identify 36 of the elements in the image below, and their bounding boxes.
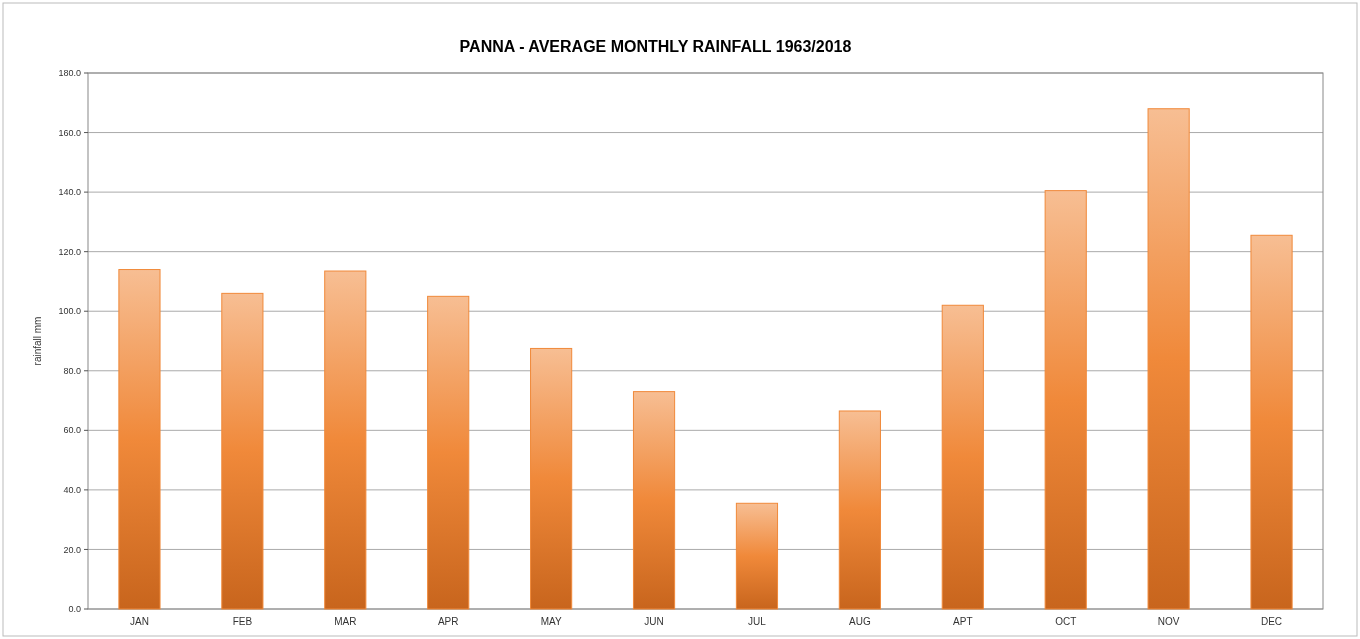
x-tick-label: NOV [1157,616,1180,627]
y-tick-label: 140.0 [58,187,81,198]
y-tick-label: 80.0 [63,365,81,376]
bar [1147,108,1190,610]
y-tick-label: 0.0 [68,604,81,615]
y-tick-label: 60.0 [63,425,81,436]
chart-title: PANNA - AVERAGE MONTHLY RAINFALL 1963/2018 [459,38,852,55]
x-tick-label: MAY [540,616,562,627]
x-tick-label: APT [953,616,973,627]
bar [118,269,161,610]
bar [735,502,779,610]
bar [632,391,676,610]
bar [530,347,573,610]
x-tick-label: FEB [232,616,253,627]
bar [324,270,367,610]
bar [1250,234,1293,610]
y-tick-label: 40.0 [63,485,81,496]
y-tick-label: 20.0 [63,544,81,555]
x-tick-label: JUL [748,616,767,627]
bar [221,292,264,610]
y-tick-label: 120.0 [58,246,81,257]
x-tick-label: JAN [130,616,149,627]
x-tick-label: JUN [644,616,664,627]
bar [838,410,881,610]
x-tick-label: MAR [334,616,357,627]
bar [941,304,984,610]
bar [1044,190,1087,610]
y-tick-label: 100.0 [58,306,81,317]
x-tick-label: OCT [1055,616,1077,627]
y-tick-label: 160.0 [58,127,81,138]
y-tick-label: 180.0 [58,68,81,79]
x-tick-label: AUG [849,616,871,627]
x-tick-label: APR [437,616,459,627]
y-axis-title: rainfall mm [32,316,43,366]
bar [427,295,470,610]
x-tick-label: DEC [1260,616,1283,627]
